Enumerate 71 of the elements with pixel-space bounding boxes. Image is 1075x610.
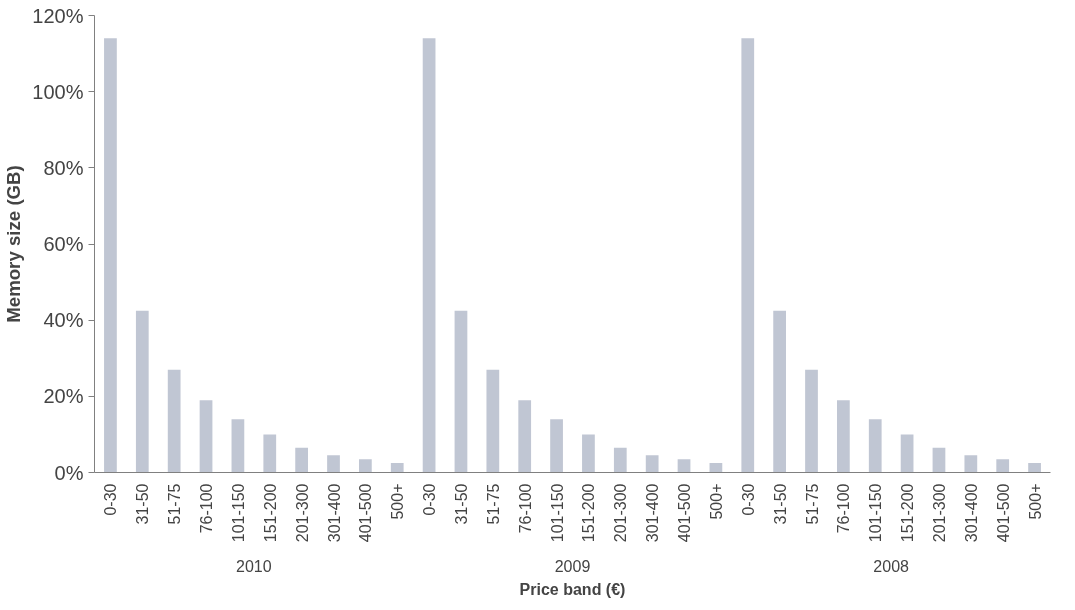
bar — [582, 434, 595, 473]
y-tick-label: 80% — [43, 156, 84, 179]
bar — [295, 447, 309, 473]
bar — [677, 459, 691, 473]
x-tick-label: 31-50 — [134, 483, 152, 525]
bar — [486, 369, 500, 473]
x-tick-label: 201-300 — [930, 483, 948, 543]
x-tick-label: 51-75 — [166, 483, 184, 525]
x-tick-label: 31-50 — [771, 483, 789, 525]
bar — [550, 419, 563, 473]
bar — [390, 462, 404, 473]
bar — [263, 434, 277, 473]
x-tick-label: 500+ — [1026, 483, 1044, 520]
x-tick-label: 0-30 — [739, 483, 757, 516]
y-axis-title: Memory size (GB) — [3, 165, 25, 323]
x-tick-label: 401-500 — [357, 483, 375, 543]
bar — [932, 447, 946, 473]
x-tick-label: 51-75 — [803, 483, 821, 525]
bar — [358, 459, 372, 473]
x-tick-label: 401-500 — [676, 483, 694, 543]
bar — [199, 400, 213, 473]
bar — [454, 310, 468, 473]
x-tick-label: 51-75 — [484, 483, 502, 525]
y-tick-label: 100% — [32, 80, 84, 103]
x-tick-label: 0-30 — [102, 483, 120, 516]
x-axis-title: Price band (€) — [519, 580, 626, 598]
x-tick-label: 76-100 — [835, 483, 853, 534]
x-tick-label: 76-100 — [198, 483, 216, 534]
x-tick-label: 301-400 — [962, 483, 980, 543]
x-tick-label: 301-400 — [644, 483, 662, 543]
bar — [773, 310, 787, 473]
bar — [135, 310, 149, 473]
y-tick-label: 120% — [32, 4, 84, 27]
text: 2008 — [873, 557, 910, 575]
y-tick-label: 20% — [43, 385, 84, 408]
bar — [422, 38, 436, 473]
bar — [645, 455, 659, 473]
bar — [900, 434, 914, 473]
y-tick-label: 60% — [43, 233, 84, 255]
bar — [996, 459, 1010, 473]
bar — [805, 369, 818, 473]
bar — [613, 447, 627, 473]
x-tick-label: 401-500 — [994, 483, 1012, 543]
y-tick-label: 40% — [43, 309, 84, 332]
x-tick-label: 101-150 — [548, 483, 566, 543]
x-tick-label: 201-300 — [293, 483, 311, 543]
x-tick-label: 301-400 — [325, 483, 343, 543]
x-tick-label: 500+ — [707, 483, 725, 520]
x-tick-label: 201-300 — [612, 483, 630, 543]
x-tick-label: 31-50 — [452, 483, 470, 525]
text: 2009 — [554, 557, 591, 575]
x-tick-label: 76-100 — [516, 483, 534, 534]
bar — [327, 455, 340, 473]
x-tick-label: 151-200 — [580, 483, 598, 543]
bar — [964, 455, 978, 473]
bar — [518, 400, 532, 473]
bar — [1028, 462, 1041, 473]
x-tick-label: 101-150 — [867, 483, 885, 543]
bar — [104, 38, 117, 473]
bar — [231, 419, 245, 473]
y-tick-label: 0% — [54, 461, 84, 484]
x-tick-label: 500+ — [389, 483, 407, 520]
x-tick-label: 151-200 — [899, 483, 917, 543]
x-tick-label: 0-30 — [421, 483, 439, 516]
x-tick-label: 101-150 — [229, 483, 247, 543]
bar — [868, 419, 882, 473]
bar — [741, 38, 755, 473]
x-tick-label: 151-200 — [261, 483, 279, 543]
text: 2010 — [236, 557, 272, 575]
bar — [836, 400, 850, 473]
bar — [167, 369, 181, 473]
